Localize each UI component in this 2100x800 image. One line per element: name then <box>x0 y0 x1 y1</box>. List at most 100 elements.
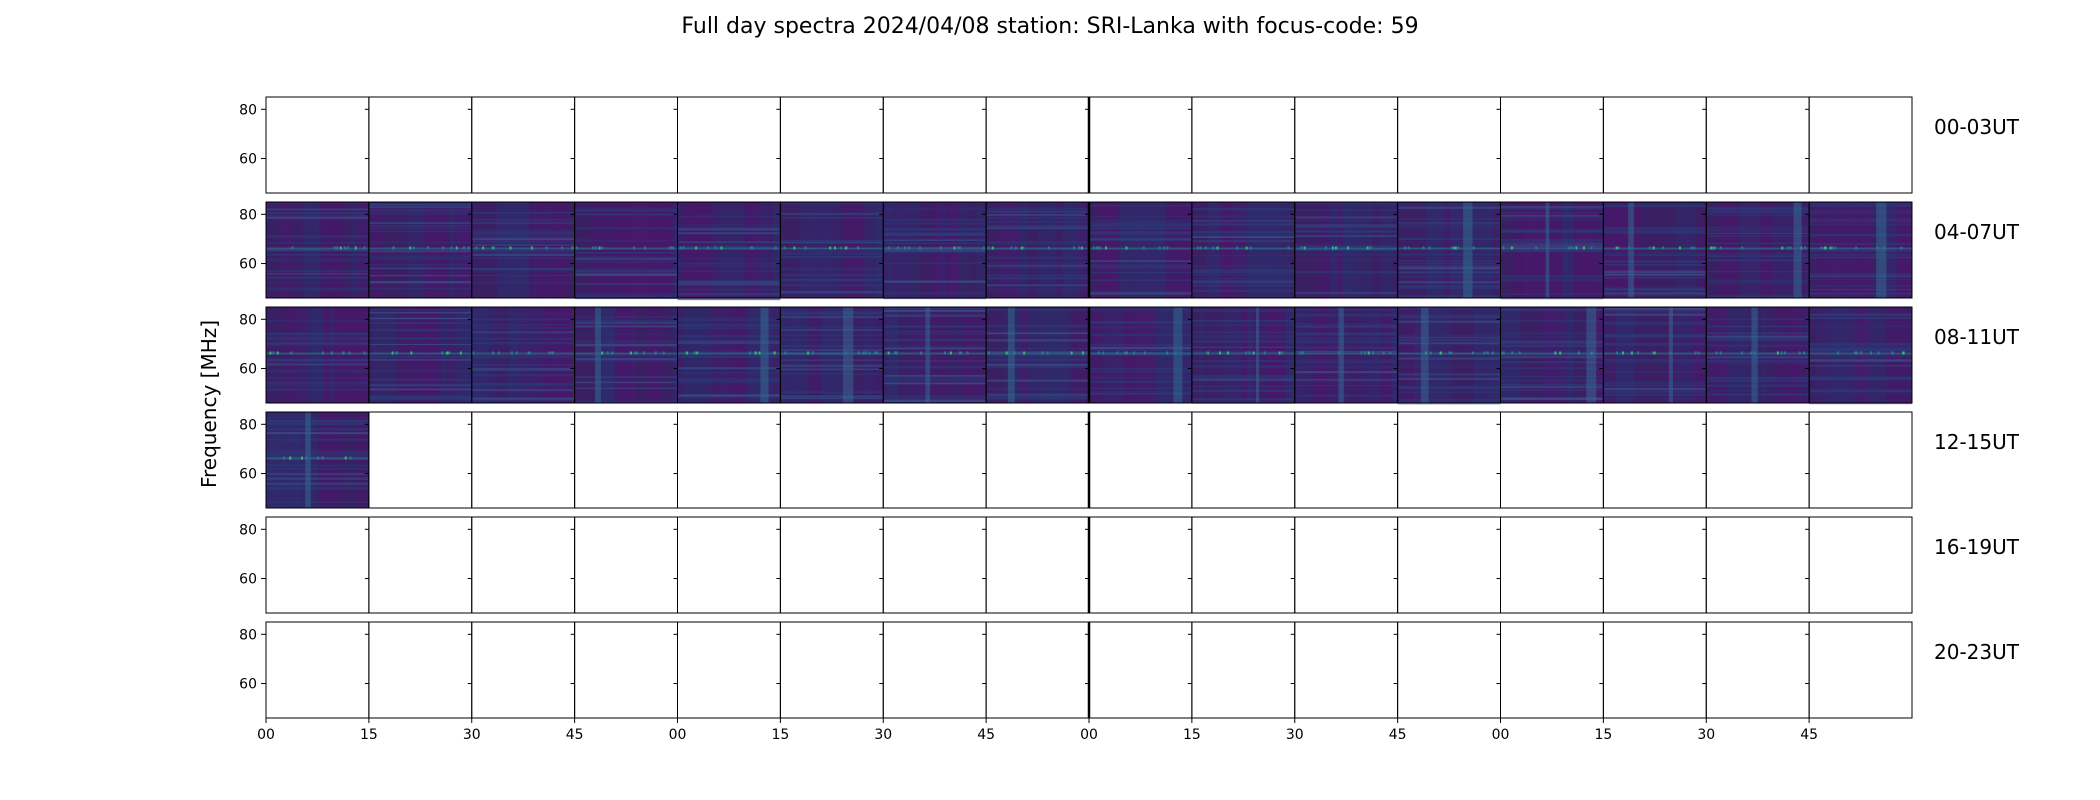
spectrogram-cell <box>471 307 575 403</box>
panel-frame <box>574 621 678 719</box>
x-tick-label: 00 <box>669 727 687 743</box>
panel-frame <box>1705 516 1810 614</box>
panel-frame <box>1294 96 1399 194</box>
x-tick-label: 45 <box>566 727 584 743</box>
panel-grid: 80 60 00-03UT 80 60 04-07UT 80 60 08-11UT 80 60 12-… <box>239 96 2020 719</box>
x-tick-label: 00 <box>1080 727 1098 743</box>
spectrogram-cell <box>574 307 678 403</box>
panel-frame <box>471 621 576 719</box>
spectrogram-cell <box>780 202 884 298</box>
spectrogram-cell <box>266 307 369 403</box>
row-label: 08-11UT <box>1934 325 2020 349</box>
panel-frame <box>1191 516 1296 614</box>
y-tick-label: 60 <box>239 677 257 693</box>
panel-frame <box>1191 621 1296 719</box>
panel-frame <box>368 411 473 509</box>
panel-frame <box>882 96 987 194</box>
panel-frame <box>882 516 987 614</box>
panel-frame <box>1602 411 1707 509</box>
spectrogram-cell <box>1500 307 1604 403</box>
spectrogram-cell <box>1500 202 1604 300</box>
spectrogram-cell <box>266 412 369 508</box>
row-label: 00-03UT <box>1934 115 2020 139</box>
x-tick-label: 15 <box>1594 727 1612 743</box>
panel-frame <box>265 621 370 719</box>
y-tick-label: 80 <box>239 312 257 328</box>
x-tick-label: 15 <box>1183 727 1201 743</box>
spectrogram-cell <box>1706 307 1810 403</box>
row-12-15UT: 80 60 12-15UT <box>239 411 2020 509</box>
row-16-19UT: 80 60 16-19UT <box>239 516 2020 614</box>
x-tick-label: 45 <box>1800 727 1818 743</box>
panel-frame <box>1397 516 1501 614</box>
y-tick-label: 80 <box>239 207 257 223</box>
panel-frame <box>1500 96 1604 194</box>
panel-frame <box>779 96 884 194</box>
spectrogram-cell <box>1809 307 1912 405</box>
y-tick-label: 80 <box>239 522 257 538</box>
spectrogram-cell <box>471 202 575 298</box>
panel-frame <box>1705 411 1810 509</box>
spectrogram-cell <box>1809 202 1912 298</box>
row-00-03UT: 80 60 00-03UT <box>239 96 2020 194</box>
spectrogram-cell <box>1294 202 1398 298</box>
panel-frame <box>1294 516 1399 614</box>
y-tick-label: 60 <box>239 467 257 483</box>
panel-frame <box>574 411 678 509</box>
spectrogram-cell <box>1191 307 1295 404</box>
panel-frame <box>985 516 1090 614</box>
spectrogram-cell <box>1706 202 1810 298</box>
panel-frame <box>574 516 678 614</box>
panel-frame <box>985 96 1090 194</box>
panel-frame <box>1808 516 1913 614</box>
spectrogram-cell <box>1397 307 1501 405</box>
x-tick-label: 45 <box>1389 727 1407 743</box>
x-axis-ticks: 00 15 30 45 00 15 30 45 00 15 30 45 00 15 30 45 <box>257 718 1818 743</box>
panel-frame <box>471 516 576 614</box>
panel-frame <box>1602 516 1707 614</box>
panel-frame <box>882 621 987 719</box>
y-tick-label: 60 <box>239 572 257 588</box>
panel-frame <box>1088 621 1193 719</box>
panel-frame <box>368 516 473 614</box>
panel-frame <box>1705 621 1810 719</box>
spectrogram-cell <box>677 307 781 403</box>
panel-frame <box>1088 96 1193 194</box>
panel-frame <box>1397 411 1501 509</box>
panel-frame <box>1088 411 1193 509</box>
panel-frame <box>779 516 884 614</box>
panel-frame <box>1808 96 1913 194</box>
x-tick-label: 15 <box>360 727 378 743</box>
panel-frame <box>471 411 576 509</box>
panel-frame <box>1191 411 1296 509</box>
row-label: 20-23UT <box>1934 640 2020 664</box>
row-label: 16-19UT <box>1934 535 2020 559</box>
panel-frame <box>1808 201 1913 299</box>
panel-frame <box>985 621 1090 719</box>
panel-frame <box>677 621 781 719</box>
spectrogram-cell <box>1294 307 1398 403</box>
panel-frame <box>1088 516 1193 614</box>
x-tick-label: 30 <box>1286 727 1304 743</box>
y-tick-label: 60 <box>239 362 257 378</box>
spectrogram-cell <box>883 307 987 403</box>
spectrogram-cell <box>1089 202 1192 298</box>
x-tick-label: 00 <box>257 727 275 743</box>
spectrogram-cell <box>677 202 781 301</box>
spectrogram-cell <box>368 202 472 298</box>
x-tick-label: 30 <box>1697 727 1715 743</box>
panel-frame <box>677 96 781 194</box>
row-label: 12-15UT <box>1934 430 2020 454</box>
panel-frame <box>677 411 781 509</box>
spectrogram-cell <box>574 202 678 300</box>
y-tick-label: 60 <box>239 152 257 168</box>
spectrogram-cell <box>1089 307 1192 403</box>
panel-frame <box>574 96 678 194</box>
y-tick-label: 80 <box>239 102 257 118</box>
spectrogram-cell <box>266 202 369 298</box>
spectrogram-cell <box>986 202 1089 298</box>
y-tick-label: 80 <box>239 627 257 643</box>
row-08-11UT: 80 60 08-11UT <box>239 306 2020 405</box>
panel-frame <box>779 621 884 719</box>
